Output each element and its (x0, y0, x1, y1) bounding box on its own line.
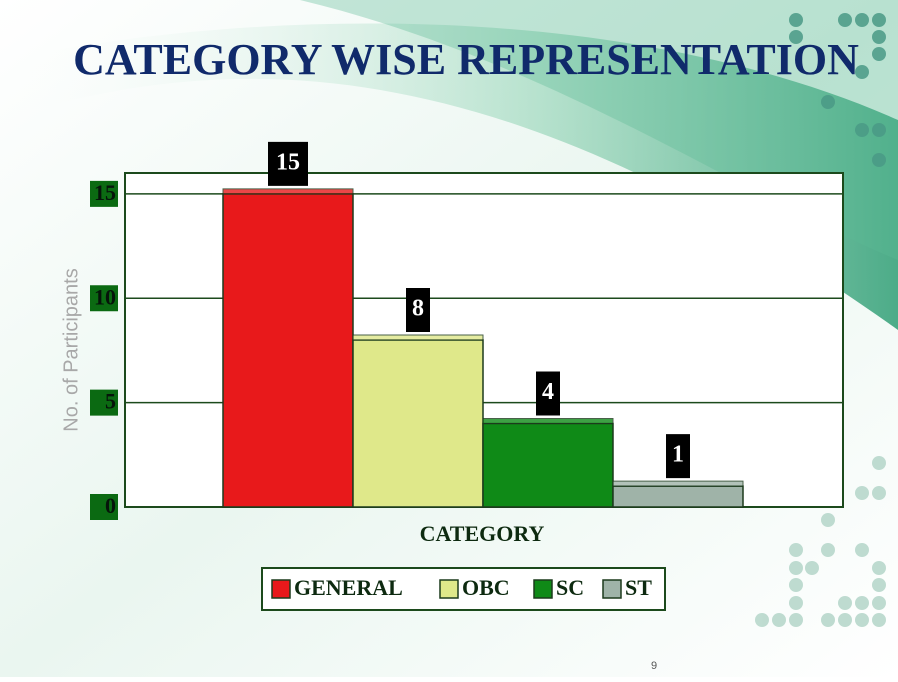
data-label: 1 (672, 442, 684, 468)
y-tick-box (90, 494, 118, 520)
legend-label: SC (556, 575, 584, 600)
y-axis-label: No. of Participants (60, 268, 82, 431)
y-tick-label: 0 (105, 493, 116, 518)
data-label: 15 (276, 149, 300, 175)
bar (222, 193, 354, 508)
data-label-box (406, 288, 430, 332)
legend (261, 567, 666, 611)
swoosh (0, 23, 898, 331)
y-tick-box (90, 389, 118, 416)
legend-label: OBC (462, 575, 510, 600)
y-tick-label: 15 (94, 180, 116, 205)
data-label-box (536, 371, 560, 416)
data-label-box (666, 434, 690, 479)
page-number: 9 (651, 660, 657, 672)
legend-swatch (533, 579, 553, 599)
slide-title: CATEGORY WISE REPRESENTATION (73, 35, 859, 84)
swoosh (300, 0, 898, 260)
bar-top (352, 334, 484, 341)
legend-label: GENERAL (294, 575, 403, 600)
data-label: 8 (412, 296, 424, 322)
legend-swatch (439, 579, 459, 599)
bar-top (482, 418, 614, 424)
bar (352, 339, 484, 508)
y-tick-label: 10 (94, 284, 116, 309)
legend-swatch (602, 579, 622, 599)
data-label-box (268, 141, 308, 186)
y-tick-label: 5 (105, 389, 116, 414)
legend-label: ST (625, 575, 652, 600)
bar-top (222, 188, 354, 195)
legend-swatch (271, 579, 291, 599)
bar (482, 422, 614, 508)
dots (755, 374, 886, 627)
y-tick-box (90, 180, 118, 207)
bar-top (612, 480, 744, 487)
y-tick-box (90, 285, 118, 312)
x-axis-label: CATEGORY (420, 521, 545, 546)
data-label: 4 (542, 379, 554, 405)
bar (612, 485, 744, 508)
